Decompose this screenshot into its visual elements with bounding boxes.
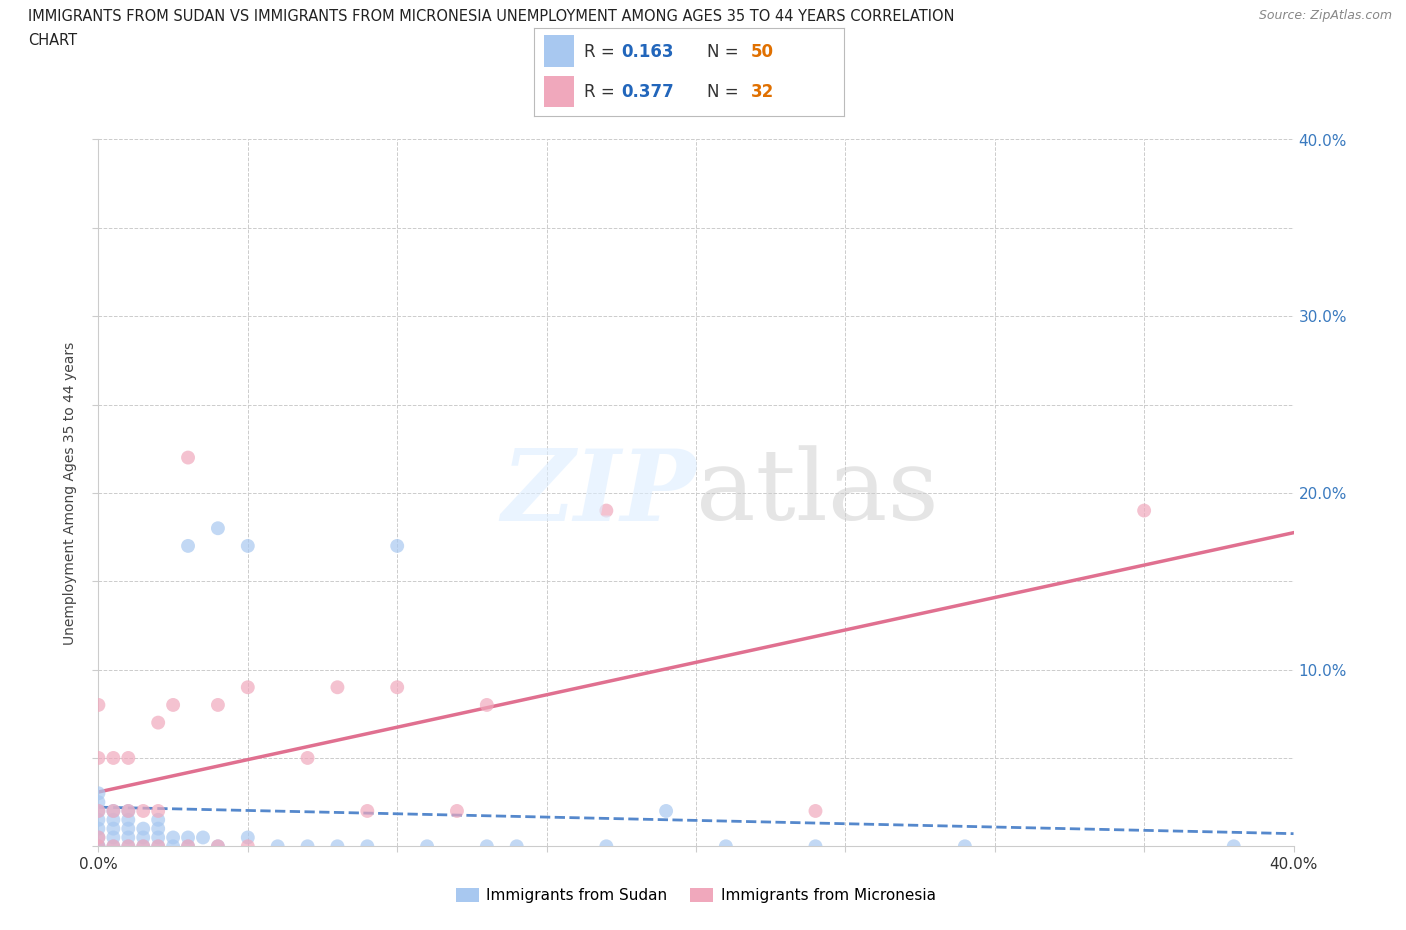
Point <box>297 839 319 854</box>
Point <box>267 839 290 854</box>
Point <box>87 813 110 828</box>
Point <box>506 839 529 854</box>
Point <box>1133 503 1156 518</box>
Text: 50: 50 <box>751 43 773 60</box>
Point <box>804 804 827 818</box>
Point <box>236 680 259 695</box>
Text: atlas: atlas <box>696 445 939 541</box>
Point <box>103 804 125 818</box>
Point <box>162 839 184 854</box>
Text: IMMIGRANTS FROM SUDAN VS IMMIGRANTS FROM MICRONESIA UNEMPLOYMENT AMONG AGES 35 T: IMMIGRANTS FROM SUDAN VS IMMIGRANTS FROM… <box>28 9 955 24</box>
Point <box>475 839 498 854</box>
Point <box>297 751 319 765</box>
Point <box>177 450 200 465</box>
Point <box>87 751 110 765</box>
Point <box>385 538 409 553</box>
Point <box>162 830 184 845</box>
Text: CHART: CHART <box>28 33 77 47</box>
Point <box>595 503 617 518</box>
Point <box>87 839 110 854</box>
Text: ZIP: ZIP <box>501 445 696 541</box>
Point <box>87 839 110 854</box>
Point <box>87 786 110 801</box>
Legend: Immigrants from Sudan, Immigrants from Micronesia: Immigrants from Sudan, Immigrants from M… <box>450 882 942 910</box>
Text: N =: N = <box>707 43 744 60</box>
Point <box>103 804 125 818</box>
Point <box>356 804 378 818</box>
Point <box>103 830 125 845</box>
Point <box>191 830 214 845</box>
Point <box>103 839 125 854</box>
Point <box>655 804 678 818</box>
Point <box>177 538 200 553</box>
Point <box>132 804 155 818</box>
Point <box>148 813 170 828</box>
Point <box>132 821 155 836</box>
Point <box>207 839 229 854</box>
Point <box>714 839 737 854</box>
Point <box>385 680 409 695</box>
Point <box>148 821 170 836</box>
Point <box>103 813 125 828</box>
Point <box>595 839 617 854</box>
Point <box>87 821 110 836</box>
Point <box>132 830 155 845</box>
Point <box>804 839 827 854</box>
Point <box>148 804 170 818</box>
Point <box>162 698 184 712</box>
Point <box>117 839 139 854</box>
Point <box>148 839 170 854</box>
Point <box>177 830 200 845</box>
Point <box>177 839 200 854</box>
Point <box>103 839 125 854</box>
Point <box>117 751 139 765</box>
Point <box>326 839 349 854</box>
Point <box>87 698 110 712</box>
Point <box>117 813 139 828</box>
Point <box>87 830 110 845</box>
Text: Source: ZipAtlas.com: Source: ZipAtlas.com <box>1258 9 1392 22</box>
Text: R =: R = <box>583 83 620 100</box>
Bar <box>544 75 575 108</box>
Point <box>446 804 468 818</box>
Point <box>177 839 200 854</box>
Point <box>87 804 110 818</box>
Point <box>416 839 439 854</box>
Text: 32: 32 <box>751 83 775 100</box>
Point <box>1223 839 1246 854</box>
Point <box>326 680 349 695</box>
Point <box>117 804 139 818</box>
Point <box>87 830 110 845</box>
Point <box>236 538 259 553</box>
Bar <box>544 35 575 67</box>
Point <box>236 839 259 854</box>
Point <box>132 839 155 854</box>
Text: 0.377: 0.377 <box>621 83 673 100</box>
Point <box>87 804 110 818</box>
Point <box>356 839 378 854</box>
Text: 0.163: 0.163 <box>621 43 673 60</box>
Text: R =: R = <box>583 43 620 60</box>
Point <box>475 698 498 712</box>
Point <box>148 839 170 854</box>
Point <box>132 839 155 854</box>
Point <box>207 698 229 712</box>
Point <box>117 839 139 854</box>
Point <box>103 821 125 836</box>
Point <box>117 804 139 818</box>
Point <box>236 830 259 845</box>
Point <box>148 830 170 845</box>
Point <box>207 839 229 854</box>
Point <box>87 794 110 809</box>
Point <box>103 751 125 765</box>
Point <box>117 821 139 836</box>
Text: N =: N = <box>707 83 744 100</box>
Point <box>87 839 110 854</box>
Y-axis label: Unemployment Among Ages 35 to 44 years: Unemployment Among Ages 35 to 44 years <box>63 341 77 644</box>
Point <box>148 715 170 730</box>
Point <box>207 521 229 536</box>
Point <box>953 839 976 854</box>
Point <box>117 830 139 845</box>
